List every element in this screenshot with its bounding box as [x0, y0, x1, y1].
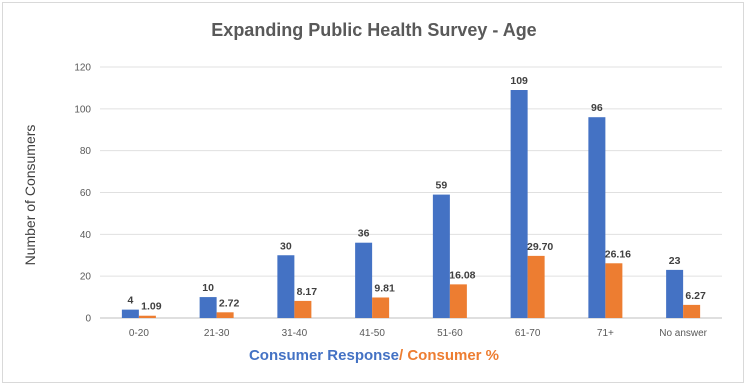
data-label-series-1: 36	[358, 228, 370, 240]
data-label-series-1: 96	[591, 102, 603, 114]
data-label-series-1: 109	[510, 75, 528, 87]
bar-series-1	[355, 243, 372, 318]
x-tick-label: 71+	[597, 328, 614, 339]
bar-series-2	[528, 256, 545, 318]
data-label-series-2: 1.09	[141, 301, 162, 313]
y-tick-label: 40	[80, 230, 92, 241]
x-tick-label: 0-20	[129, 328, 149, 339]
data-label-series-1: 10	[202, 282, 214, 294]
data-label-series-2: 9.81	[374, 282, 395, 294]
bar-series-1	[122, 310, 139, 318]
bar-series-1	[277, 255, 294, 318]
bar-series-2	[683, 305, 700, 318]
x-tick-label: 31-40	[282, 328, 308, 339]
x-tick-label: 51-60	[437, 328, 463, 339]
bar-series-2	[139, 316, 156, 318]
bar-series-1	[433, 195, 450, 318]
data-label-series-1: 23	[669, 255, 681, 267]
bar-series-2	[372, 297, 389, 318]
y-tick-label: 20	[80, 272, 92, 283]
x-tick-label: 61-70	[515, 328, 541, 339]
y-tick-label: 100	[74, 104, 91, 115]
bar-series-1	[200, 297, 217, 318]
data-label-series-1: 4	[127, 295, 133, 307]
data-label-series-1: 30	[280, 240, 292, 252]
data-label-series-2: 6.27	[685, 290, 706, 302]
x-tick-label: 21-30	[204, 328, 230, 339]
bar-series-1	[666, 270, 683, 318]
bar-series-1	[588, 117, 605, 318]
data-label-series-2: 26.16	[605, 248, 631, 260]
y-tick-label: 0	[85, 314, 91, 325]
y-tick-label: 120	[74, 63, 91, 74]
x-tick-label: No answer	[659, 328, 707, 339]
data-label-series-2: 16.08	[449, 269, 475, 281]
bar-series-1	[511, 90, 528, 318]
bar-series-2	[294, 301, 311, 318]
data-label-series-1: 59	[436, 180, 448, 192]
y-tick-label: 60	[80, 188, 92, 199]
data-label-series-2: 2.72	[219, 297, 240, 309]
data-label-series-2: 8.17	[297, 286, 318, 298]
bar-series-2	[217, 312, 234, 318]
y-tick-label: 80	[80, 146, 92, 157]
bar-series-2	[450, 284, 467, 318]
bar-series-2	[605, 263, 622, 318]
x-tick-label: 41-50	[359, 328, 385, 339]
data-label-series-2: 29.70	[527, 241, 553, 253]
